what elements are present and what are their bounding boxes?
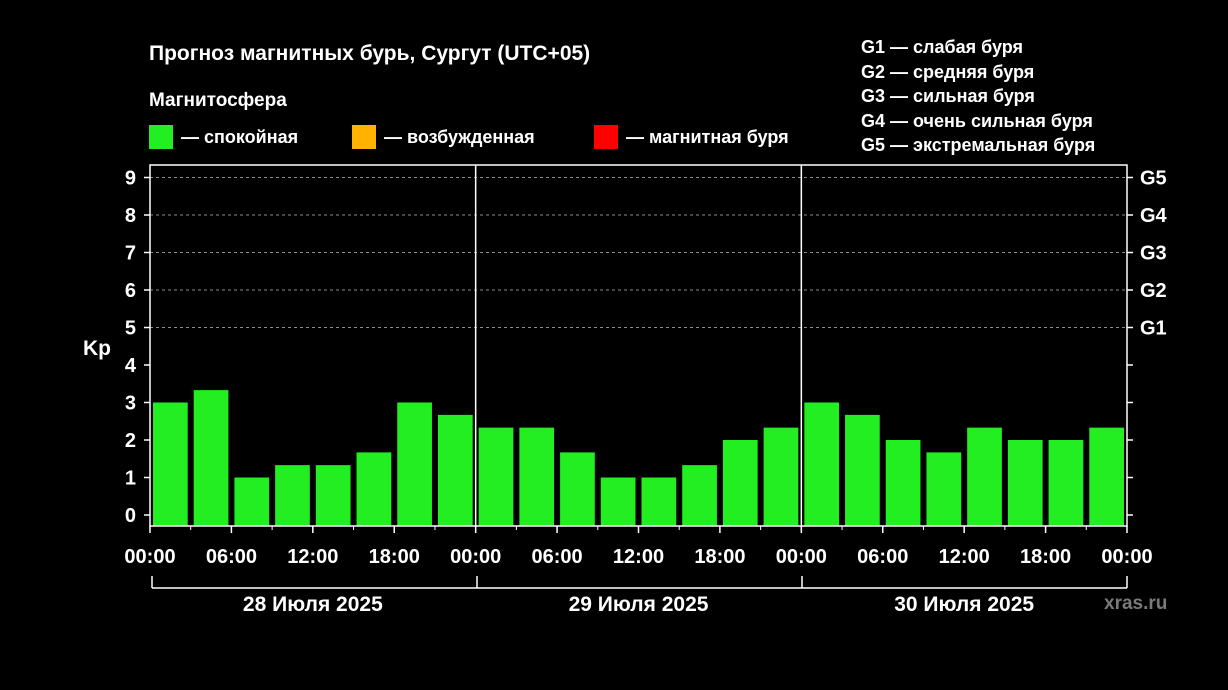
kp-bar [519,427,555,526]
x-tick-label: 06:00 [857,546,908,568]
y-tick-label: 0 [125,505,136,527]
kp-bar [885,440,921,526]
watermark: xras.ru [1104,593,1168,614]
legend-label-excited: — возбужденная [384,126,535,147]
kp-bar [478,427,514,526]
kp-bar [1007,440,1043,526]
g-level-label: G5 [1140,168,1167,190]
x-tick-label: 00:00 [450,546,501,568]
kp-bar [682,465,717,526]
x-tick-label: 00:00 [1101,546,1152,568]
y-axis-label: Kp [83,337,111,360]
y-tick-label: 2 [125,430,136,452]
kp-bar [641,477,677,526]
kp-bar [763,427,799,526]
x-tick-label: 00:00 [776,546,827,568]
kp-bar [437,414,473,526]
chart-subtitle: Магнитосфера [149,90,287,111]
kp-bar [356,452,392,526]
kp-bar [1089,427,1124,526]
kp-bar [315,465,351,526]
g-legend-item-g2: G2 — средняя буря [861,61,1035,82]
y-tick-label: 8 [125,205,136,227]
y-tick-label: 3 [125,393,136,415]
y-tick-label: 1 [125,468,136,490]
legend-swatch-excited [352,125,376,149]
y-tick-label: 5 [125,318,136,340]
g-level-label: G3 [1140,243,1167,265]
y-tick-label: 4 [125,355,137,377]
x-tick-label: 00:00 [124,546,175,568]
kp-bar [926,452,962,526]
y-tick-label: 7 [125,243,136,265]
legend-swatch-calm [149,125,173,149]
x-tick-label: 18:00 [694,546,745,568]
legend-label-storm: — магнитная буря [626,126,789,147]
y-tick-label: 6 [125,280,136,302]
kp-bar [153,402,188,526]
x-tick-label: 06:00 [532,546,583,568]
g-legend-item-g5: G5 — экстремальная буря [861,135,1096,155]
kp-bar [234,477,270,526]
kp-bar [722,440,758,526]
g-legend-item-g3: G3 — сильная буря [861,86,1035,106]
g-level-label: G1 [1140,318,1167,340]
y-tick-label: 9 [125,168,136,190]
legend-item-storm: — магнитная буря [594,124,789,150]
legend-item-excited: — возбужденная [352,124,535,150]
g-level-label: G4 [1140,205,1168,227]
kp-bar [275,465,310,526]
kp-bar [193,390,229,526]
x-tick-label: 12:00 [287,546,338,568]
g-legend-item-g1: G1 — слабая буря [861,37,1024,57]
legend-item-calm: — спокойная [149,124,298,150]
kp-bar [560,452,595,526]
x-tick-label: 12:00 [613,546,664,568]
day-label: 28 Июля 2025 [243,593,383,616]
kp-bar [600,477,636,526]
chart-title: Прогноз магнитных бурь, Сургут (UTC+05) [149,42,591,65]
legend-label-calm: — спокойная [181,126,299,147]
day-label: 30 Июля 2025 [894,593,1034,616]
day-label: 29 Июля 2025 [569,593,709,616]
x-tick-label: 12:00 [939,546,990,568]
x-tick-label: 06:00 [206,546,257,568]
legend-swatch-storm [594,125,618,149]
kp-bar [804,402,840,526]
kp-bar [967,427,1002,526]
g-legend-item-g4: G4 — очень сильная буря [861,110,1093,131]
kp-bar [397,402,432,526]
g-level-label: G2 [1140,280,1167,302]
x-tick-label: 18:00 [369,546,420,568]
kp-bar [1048,440,1084,526]
kp-bar [845,414,880,526]
x-tick-label: 18:00 [1020,546,1071,568]
g-scale-legend: G1 — слабая буря G2 — средняя буря G3 — … [861,35,1095,158]
